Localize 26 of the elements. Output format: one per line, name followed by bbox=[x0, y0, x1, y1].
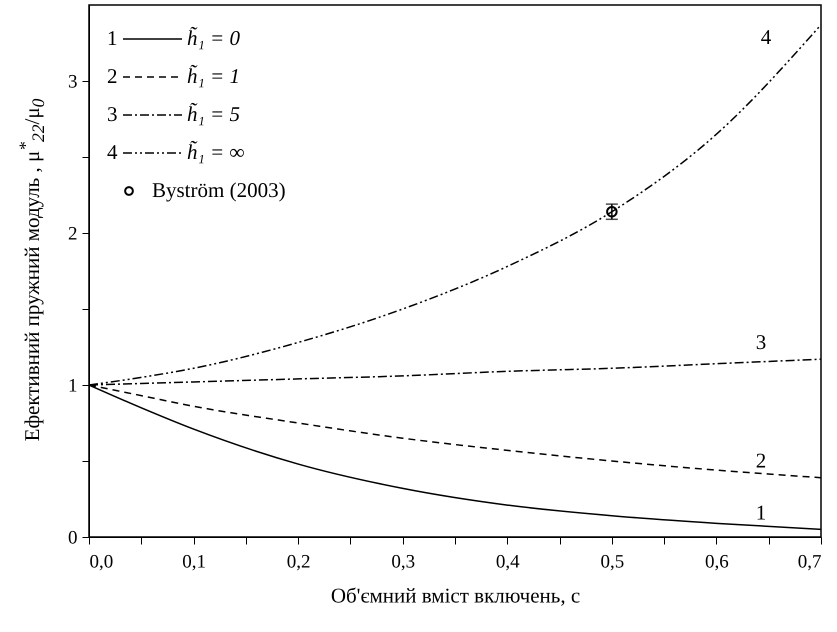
y-tick-label: 0 bbox=[68, 528, 78, 548]
annotation: 1 bbox=[756, 500, 766, 524]
legend-label: h̃₁ = ∞ bbox=[187, 140, 244, 164]
x-tick-label: 0,4 bbox=[496, 552, 520, 572]
annotation: 4 bbox=[760, 24, 772, 49]
annotation: 3 bbox=[756, 330, 766, 354]
legend-label: Byström (2003) bbox=[152, 178, 286, 202]
legend-label: h̃₁ = 1 bbox=[187, 64, 240, 88]
legend-label: h̃₁ = 5 bbox=[187, 102, 240, 126]
annotation: 2 bbox=[756, 448, 766, 473]
x-tick-label: 0,5 bbox=[600, 552, 624, 572]
x-tick-label: 0,3 bbox=[391, 552, 416, 572]
text: 2 bbox=[107, 64, 118, 88]
text: 1 bbox=[107, 26, 118, 50]
y-tick-label: 3 bbox=[68, 72, 78, 92]
text: 3 bbox=[107, 102, 118, 126]
x-axis-title: Об'ємний вміст включень, c bbox=[330, 584, 580, 608]
x-tick-label: 0,6 bbox=[705, 552, 729, 572]
x-tick-label: 0,2 bbox=[286, 552, 311, 572]
x-tick-label: 0,0 bbox=[90, 552, 114, 572]
x-tick-label: 0,1 bbox=[182, 552, 206, 572]
legend-label: h̃₁ = 0 bbox=[187, 26, 240, 50]
y-tick-label: 1 bbox=[68, 376, 78, 396]
y-tick-label: 2 bbox=[68, 224, 78, 244]
x-tick-label: 0,7 bbox=[798, 552, 822, 572]
text: 4 bbox=[107, 140, 118, 164]
